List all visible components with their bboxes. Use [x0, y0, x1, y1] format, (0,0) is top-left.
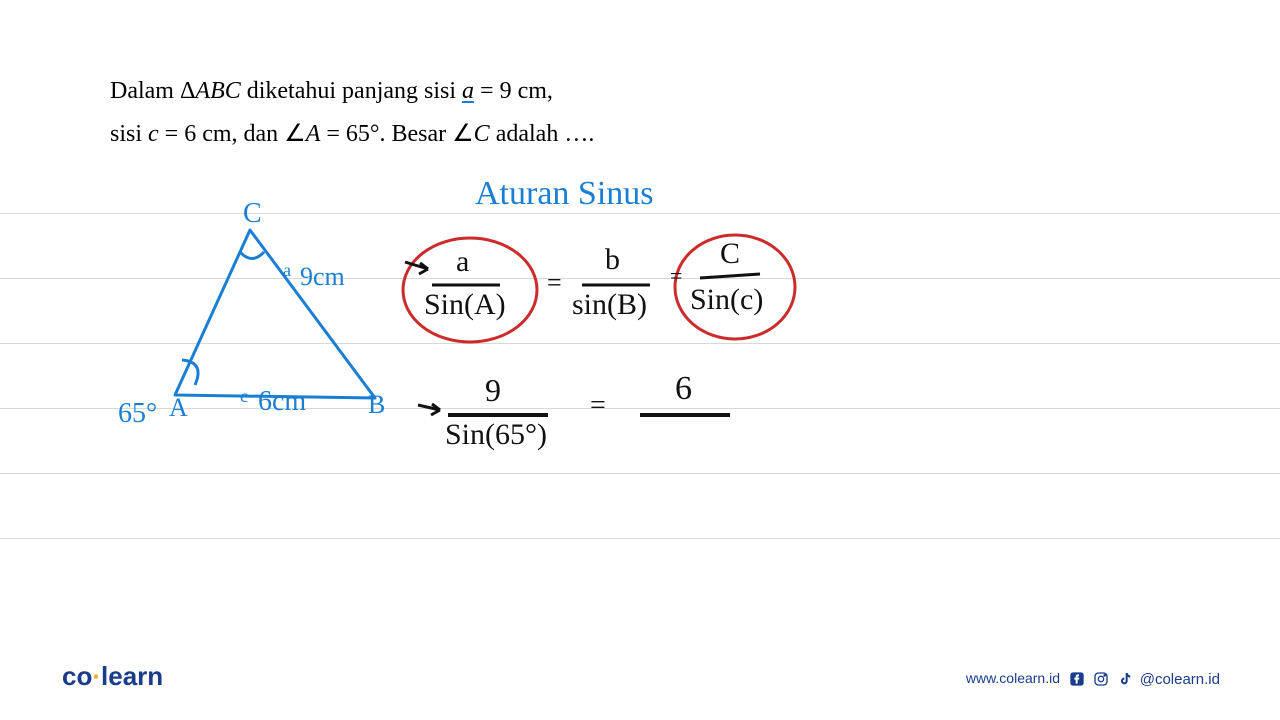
brand-logo: co·learn: [62, 661, 163, 692]
frac-a-den: Sin(A): [424, 288, 506, 322]
text: sisi: [110, 121, 148, 147]
notebook-line: [0, 473, 1280, 474]
triangle-label-b: B: [368, 390, 385, 420]
arrow-2-head: [431, 404, 440, 415]
footer: co·learn www.colearn.id @colearn.id: [0, 652, 1280, 692]
row2-den1: Sin(65°): [445, 418, 547, 452]
row2-num2: 6: [675, 370, 692, 408]
text-italic: A: [306, 121, 321, 147]
footer-social: @colearn.id: [1068, 670, 1220, 688]
text-italic: C: [474, 121, 490, 147]
arrow-1: [405, 262, 428, 269]
eq2: =: [670, 263, 682, 289]
triangle-side-c: 6cm: [258, 386, 306, 418]
logo-dot-icon: ·: [92, 661, 101, 691]
frac-b-num: b: [605, 243, 620, 277]
notebook-line: [0, 213, 1280, 214]
frac-c-den: Sin(c): [690, 283, 763, 317]
question-line-2: sisi c = 6 cm, dan ∠A = 65°. Besar ∠C ad…: [110, 113, 594, 156]
frac-c-num: C: [720, 237, 740, 271]
tiktok-icon: [1116, 670, 1134, 688]
question-text: Dalam ΔABC diketahui panjang sisi a = 9 …: [110, 70, 594, 156]
text: Dalam Δ: [110, 78, 195, 104]
notebook-line: [0, 343, 1280, 344]
triangle-diagram: [175, 230, 375, 398]
frac-a-num: a: [456, 245, 469, 279]
eq1: =: [547, 268, 562, 298]
logo-co: co: [62, 661, 92, 691]
logo-learn: learn: [101, 661, 163, 691]
triangle-label-c: C: [243, 198, 262, 230]
text-italic: ABC: [195, 78, 240, 104]
footer-url: www.colearn.id: [966, 670, 1060, 686]
arrow-1-head: [419, 263, 428, 274]
triangle-angle: 65°: [118, 398, 157, 430]
text: adalah ….: [490, 121, 595, 147]
triangle-side-a: 9cm: [300, 262, 345, 292]
footer-handle: @colearn.id: [1140, 671, 1220, 688]
row2-num1: 9: [485, 372, 501, 409]
hw-title: Aturan Sinus: [475, 175, 654, 213]
text: diketahui panjang sisi: [241, 78, 462, 104]
facebook-icon: [1068, 670, 1086, 688]
question-line-1: Dalam ΔABC diketahui panjang sisi a = 9 …: [110, 70, 594, 113]
triangle-label-a: A: [169, 393, 188, 423]
notebook-line: [0, 408, 1280, 409]
triangle-side-c-lbl: c: [240, 386, 248, 407]
row2-eq: =: [590, 390, 606, 422]
instagram-icon: [1092, 670, 1110, 688]
text-italic: c: [148, 121, 159, 147]
text: = 9 cm,: [474, 78, 553, 104]
text: = 65°. Besar ∠: [320, 121, 473, 147]
frac-b-den: sin(B): [572, 288, 647, 322]
text-underlined: a: [462, 78, 474, 104]
notebook-line: [0, 278, 1280, 279]
notebook-line: [0, 538, 1280, 539]
text: = 6 cm, dan ∠: [159, 121, 306, 147]
triangle-side-a-lbl: a: [283, 260, 291, 281]
